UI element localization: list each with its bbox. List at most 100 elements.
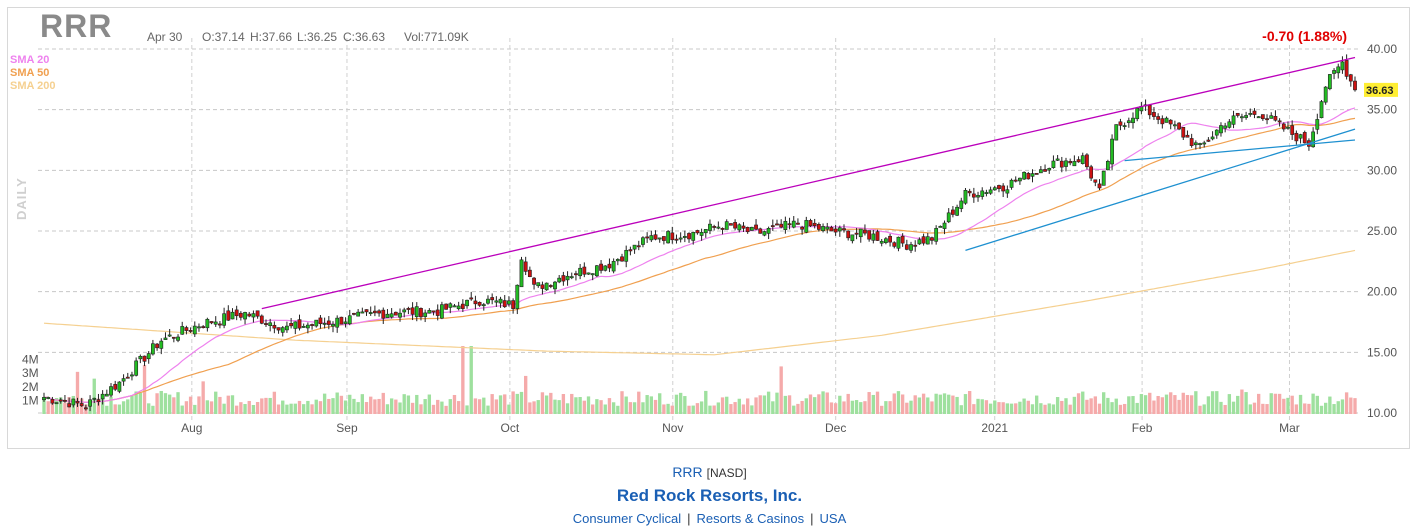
volume-bar	[519, 391, 524, 414]
candle-body	[666, 231, 670, 244]
volume-bar	[121, 401, 126, 414]
candle-body	[678, 237, 683, 240]
candle-body	[1110, 138, 1114, 165]
footer-classification: Consumer Cyclical | Resorts & Casinos | USA	[572, 511, 847, 526]
volume-bar	[561, 394, 566, 414]
candle-body	[1080, 155, 1085, 164]
candle-body	[444, 303, 448, 310]
volume-bar	[1118, 404, 1123, 414]
volume-bar	[574, 397, 578, 414]
candle-body	[1235, 112, 1240, 116]
volume-bar	[1194, 391, 1198, 414]
volume-bar	[1269, 393, 1273, 414]
candle-body	[712, 226, 717, 228]
volume-bar	[963, 394, 968, 414]
volume-bar	[456, 401, 461, 414]
candle-body	[674, 238, 679, 241]
candle-body	[335, 317, 340, 328]
volume-bar	[50, 402, 55, 414]
industry-link[interactable]: Resorts & Casinos	[696, 511, 805, 526]
last-price-badge	[1364, 82, 1398, 97]
volume-bar	[1051, 404, 1056, 414]
footer-exchange: [NASD]	[706, 466, 747, 480]
volume-bar	[1236, 395, 1240, 414]
candle-body	[984, 192, 989, 194]
volume-bar	[373, 399, 377, 414]
candle-body	[733, 222, 737, 229]
volume-bar	[406, 395, 411, 414]
candle-body	[842, 228, 846, 231]
candle-body	[1277, 120, 1282, 123]
candle-body	[691, 232, 696, 241]
candle-body	[1210, 136, 1215, 140]
candle-body	[209, 321, 214, 324]
candle-body	[322, 322, 327, 325]
volume-bar	[536, 400, 540, 414]
volume-bar	[934, 393, 938, 414]
volume-bar	[465, 405, 469, 414]
volume-bar	[649, 396, 654, 414]
candle-body	[347, 315, 352, 325]
candle-body	[1219, 125, 1223, 134]
candle-body	[594, 265, 599, 277]
candle-body	[812, 222, 817, 226]
volume-bar	[1290, 395, 1294, 414]
candle-body	[75, 401, 80, 404]
country-link[interactable]: USA	[819, 511, 847, 526]
ohlc-volume: Vol:771.09K	[404, 30, 469, 44]
candle-body	[1118, 121, 1123, 126]
candle-body	[1177, 122, 1181, 130]
candle-body	[1105, 161, 1110, 171]
sector-link[interactable]: Consumer Cyclical	[572, 511, 682, 526]
volume-bar	[653, 399, 658, 414]
candle-body	[716, 226, 721, 229]
volume-bar	[385, 404, 390, 414]
volume-bar	[302, 404, 306, 414]
candle-body	[402, 309, 407, 313]
candle-body	[460, 303, 465, 309]
y-tick-label: 35.00	[1367, 103, 1397, 117]
candle-body	[268, 322, 273, 327]
candle-body	[159, 340, 164, 349]
volume-bar	[1219, 401, 1223, 414]
volume-bar	[624, 396, 628, 414]
candle-body	[548, 285, 553, 287]
volume-bar	[1039, 403, 1043, 414]
volume-bar	[896, 391, 901, 414]
candle-body	[310, 324, 314, 326]
candle-body	[331, 323, 335, 327]
volume-bar	[704, 390, 708, 414]
candle-body	[800, 226, 805, 230]
candle-body	[473, 300, 478, 305]
candle-body	[276, 327, 281, 331]
candle-body	[104, 393, 109, 397]
volume-bar	[854, 400, 859, 414]
candle-body	[50, 399, 55, 404]
candle-body	[1101, 170, 1106, 186]
volume-bar	[444, 405, 448, 414]
volume-bar	[540, 392, 545, 414]
candle-body	[71, 398, 76, 406]
volume-bar	[369, 396, 373, 414]
candle-body	[607, 263, 612, 269]
volume-bar	[917, 397, 922, 414]
candle-body	[515, 284, 520, 309]
candle-body	[653, 234, 658, 240]
candle-body	[1244, 115, 1248, 118]
candle-body	[92, 397, 97, 400]
candle-body	[1152, 112, 1156, 117]
volume-bar	[716, 402, 721, 414]
candle-body	[687, 233, 691, 240]
y-tick-label: 20.00	[1367, 285, 1397, 299]
company-name-link[interactable]: Red Rock Resorts, Inc.	[616, 486, 803, 505]
footer-symbol-link[interactable]: RRR	[672, 464, 703, 480]
candle-body	[749, 226, 754, 231]
volume-bar	[532, 401, 536, 414]
candle-body	[536, 282, 541, 287]
candle-body	[796, 222, 800, 225]
candle-body	[511, 300, 516, 309]
volume-bar	[117, 404, 122, 414]
candle-body	[410, 307, 415, 315]
candle-body	[1348, 74, 1353, 82]
volume-bar	[921, 393, 926, 414]
